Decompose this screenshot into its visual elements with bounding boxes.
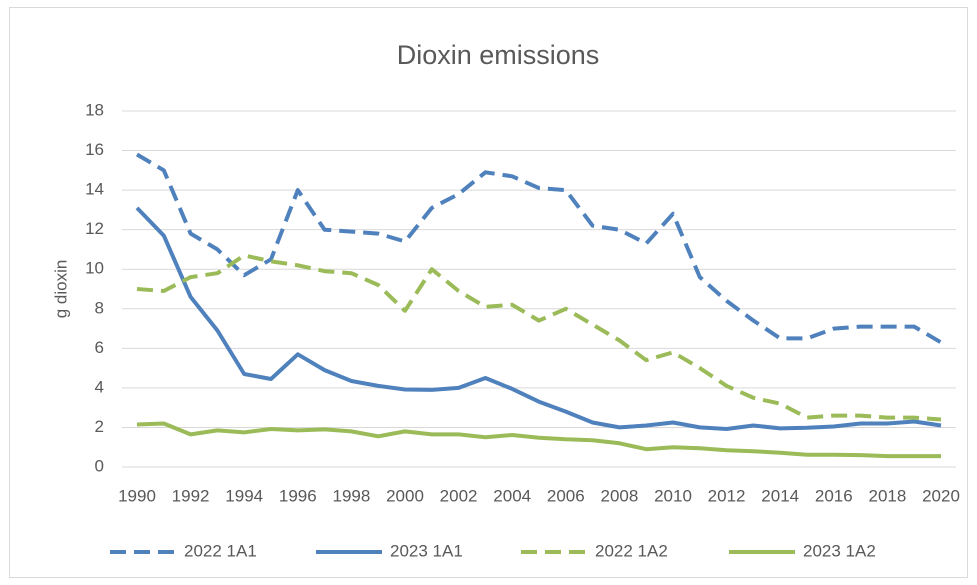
x-tick-label: 1992 <box>172 486 210 505</box>
x-tick-label: 2006 <box>547 486 585 505</box>
x-tick-label: 2018 <box>868 486 906 505</box>
x-tick-label: 2004 <box>493 486 531 505</box>
chart-frame <box>9 7 968 578</box>
y-tick-label: 16 <box>85 140 104 159</box>
y-tick-label: 8 <box>95 298 104 317</box>
series-line <box>135 152 943 345</box>
y-tick-label: 14 <box>85 180 104 199</box>
legend-label: 2023 1A2 <box>803 541 876 560</box>
x-tick-label: 1996 <box>279 486 317 505</box>
x-tick-label: 2000 <box>386 486 424 505</box>
y-tick-label: 12 <box>85 219 104 238</box>
x-tick-label: 1990 <box>118 486 156 505</box>
series-line <box>135 206 942 431</box>
x-tick-label: 2010 <box>654 486 692 505</box>
y-tick-label: 0 <box>95 456 104 475</box>
legend-label: 2023 1A1 <box>390 541 463 560</box>
x-tick-label: 2020 <box>922 486 960 505</box>
chart-title: Dioxin emissions <box>397 40 600 70</box>
y-tick-label: 2 <box>95 417 104 436</box>
x-tick-label: 2012 <box>708 486 746 505</box>
x-tick-label: 1998 <box>332 486 370 505</box>
y-tick-label: 4 <box>95 377 104 396</box>
x-tick-label: 2016 <box>815 486 853 505</box>
series-line <box>136 421 941 459</box>
x-tick-label: 2008 <box>600 486 638 505</box>
x-tick-label: 2002 <box>440 486 478 505</box>
x-tick-label: 2014 <box>761 486 799 505</box>
y-tick-label: 18 <box>85 100 104 119</box>
x-tick-label: 1994 <box>225 486 263 505</box>
y-axis-label: g dioxin <box>51 260 70 319</box>
legend-label: 2022 1A2 <box>595 541 668 560</box>
y-tick-label: 6 <box>95 338 104 357</box>
legend-label: 2022 1A1 <box>184 541 257 560</box>
series-line <box>136 253 942 422</box>
y-tick-label: 10 <box>85 259 104 278</box>
